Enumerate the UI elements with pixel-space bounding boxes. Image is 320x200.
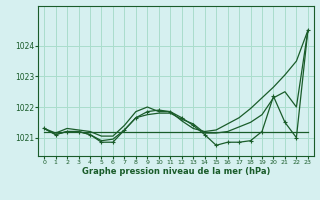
- X-axis label: Graphe pression niveau de la mer (hPa): Graphe pression niveau de la mer (hPa): [82, 167, 270, 176]
